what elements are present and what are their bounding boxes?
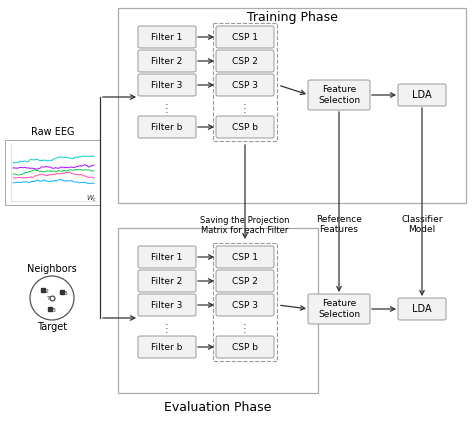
FancyBboxPatch shape [308, 80, 370, 110]
FancyBboxPatch shape [138, 26, 196, 48]
Text: Neighbors: Neighbors [27, 264, 77, 274]
Text: CSP 1: CSP 1 [232, 253, 258, 262]
FancyBboxPatch shape [216, 294, 274, 316]
Text: CSP b: CSP b [232, 343, 258, 351]
Text: .: . [243, 101, 247, 111]
Text: CSP b: CSP b [232, 123, 258, 131]
Text: Filter 2: Filter 2 [151, 56, 182, 65]
FancyBboxPatch shape [138, 270, 196, 292]
Text: .: . [165, 101, 169, 111]
Text: Feature
Selection: Feature Selection [318, 85, 360, 105]
FancyBboxPatch shape [216, 116, 274, 138]
Text: Filter 3: Filter 3 [151, 301, 182, 310]
Text: CSP 2: CSP 2 [232, 276, 258, 285]
FancyBboxPatch shape [216, 74, 274, 96]
FancyBboxPatch shape [398, 298, 446, 320]
FancyBboxPatch shape [138, 116, 196, 138]
Text: .: . [165, 317, 169, 327]
Text: .: . [243, 97, 247, 107]
Bar [5, 140, 100, 205]
Text: Training Phase: Training Phase [246, 11, 337, 25]
FancyBboxPatch shape [138, 74, 196, 96]
Text: Target: Target [37, 322, 67, 332]
Text: Raw EEG: Raw EEG [31, 127, 74, 137]
FancyBboxPatch shape [216, 270, 274, 292]
Text: Filter 2: Filter 2 [151, 276, 182, 285]
Text: Filter 1: Filter 1 [151, 33, 182, 42]
FancyBboxPatch shape [138, 294, 196, 316]
Text: LDA: LDA [412, 90, 432, 100]
Text: LDA: LDA [412, 304, 432, 314]
Text: .: . [243, 105, 247, 115]
Text: $W_c$: $W_c$ [86, 194, 98, 204]
Text: 3: 3 [52, 308, 56, 313]
Text: Filter b: Filter b [151, 123, 182, 131]
FancyBboxPatch shape [216, 336, 274, 358]
FancyBboxPatch shape [138, 336, 196, 358]
Text: Classifier
Model: Classifier Model [401, 215, 443, 234]
Text: .: . [165, 321, 169, 331]
Text: CSP 1: CSP 1 [232, 33, 258, 42]
Text: .: . [165, 97, 169, 107]
Text: .: . [165, 325, 169, 335]
FancyBboxPatch shape [138, 50, 196, 72]
Text: Filter b: Filter b [151, 343, 182, 351]
FancyBboxPatch shape [308, 294, 370, 324]
Bar [118, 228, 318, 393]
FancyBboxPatch shape [138, 246, 196, 268]
Text: CSP 3: CSP 3 [232, 301, 258, 310]
Text: .: . [243, 317, 247, 327]
Text: Evaluation Phase: Evaluation Phase [164, 401, 272, 414]
Text: Filter 3: Filter 3 [151, 81, 182, 89]
Bar [213, 23, 277, 141]
Text: Reference
Features: Reference Features [316, 215, 362, 234]
Text: 2: 2 [45, 289, 49, 294]
FancyBboxPatch shape [398, 84, 446, 106]
Bar [118, 8, 466, 203]
FancyBboxPatch shape [216, 26, 274, 48]
Text: Feature
Selection: Feature Selection [318, 299, 360, 319]
Text: T: T [47, 296, 51, 301]
Text: .: . [243, 321, 247, 331]
FancyBboxPatch shape [216, 246, 274, 268]
Bar [213, 243, 277, 361]
Text: CSP 3: CSP 3 [232, 81, 258, 89]
Text: .: . [243, 325, 247, 335]
Text: .: . [165, 105, 169, 115]
Text: CSP 2: CSP 2 [232, 56, 258, 65]
FancyBboxPatch shape [216, 50, 274, 72]
Text: 5: 5 [64, 291, 68, 296]
Text: Saving the Projection
Matrix for each Filter: Saving the Projection Matrix for each Fi… [200, 216, 290, 235]
Text: Filter 1: Filter 1 [151, 253, 182, 262]
